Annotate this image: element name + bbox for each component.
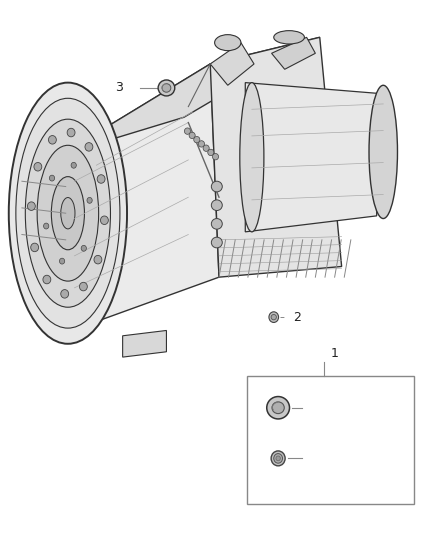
Ellipse shape xyxy=(51,176,85,250)
Polygon shape xyxy=(123,330,166,357)
Ellipse shape xyxy=(43,223,49,229)
Ellipse shape xyxy=(240,83,264,232)
Ellipse shape xyxy=(25,119,110,307)
Ellipse shape xyxy=(60,258,65,264)
Polygon shape xyxy=(57,64,219,336)
Polygon shape xyxy=(245,83,377,232)
Ellipse shape xyxy=(28,202,35,211)
Ellipse shape xyxy=(211,200,222,211)
Ellipse shape xyxy=(81,245,86,251)
Ellipse shape xyxy=(79,282,87,291)
Ellipse shape xyxy=(49,135,57,144)
Ellipse shape xyxy=(211,219,222,229)
Ellipse shape xyxy=(189,132,195,139)
Polygon shape xyxy=(272,37,315,69)
Ellipse shape xyxy=(67,128,75,137)
Polygon shape xyxy=(210,43,254,85)
Polygon shape xyxy=(61,37,320,155)
Polygon shape xyxy=(210,37,342,277)
Ellipse shape xyxy=(184,128,191,134)
Ellipse shape xyxy=(274,454,283,463)
Bar xyxy=(247,376,414,504)
Ellipse shape xyxy=(158,80,175,96)
Ellipse shape xyxy=(271,451,285,466)
Text: 3: 3 xyxy=(115,82,123,94)
Text: 2: 2 xyxy=(293,311,301,324)
Text: 1: 1 xyxy=(331,347,339,360)
Ellipse shape xyxy=(198,141,205,147)
Ellipse shape xyxy=(87,197,92,203)
Ellipse shape xyxy=(267,397,290,419)
Ellipse shape xyxy=(85,143,93,151)
Ellipse shape xyxy=(276,456,280,461)
Ellipse shape xyxy=(49,175,55,181)
Ellipse shape xyxy=(31,243,39,252)
Ellipse shape xyxy=(162,84,171,92)
Ellipse shape xyxy=(9,83,127,344)
Ellipse shape xyxy=(71,163,76,168)
Ellipse shape xyxy=(61,289,69,298)
Ellipse shape xyxy=(94,255,102,264)
Ellipse shape xyxy=(34,163,42,171)
Ellipse shape xyxy=(211,181,222,192)
Ellipse shape xyxy=(37,146,99,281)
Ellipse shape xyxy=(274,30,304,44)
Ellipse shape xyxy=(100,216,108,224)
Ellipse shape xyxy=(61,198,75,229)
Ellipse shape xyxy=(194,136,200,143)
Ellipse shape xyxy=(212,154,219,160)
Ellipse shape xyxy=(97,175,105,183)
Ellipse shape xyxy=(203,145,209,151)
Ellipse shape xyxy=(271,314,276,320)
Ellipse shape xyxy=(211,237,222,248)
Ellipse shape xyxy=(16,98,120,328)
Ellipse shape xyxy=(215,35,241,51)
Ellipse shape xyxy=(43,275,51,284)
Ellipse shape xyxy=(208,149,214,156)
Ellipse shape xyxy=(369,85,398,219)
Ellipse shape xyxy=(269,312,279,322)
Text: 2: 2 xyxy=(307,452,314,465)
Ellipse shape xyxy=(272,402,284,414)
Text: 3: 3 xyxy=(307,401,314,414)
